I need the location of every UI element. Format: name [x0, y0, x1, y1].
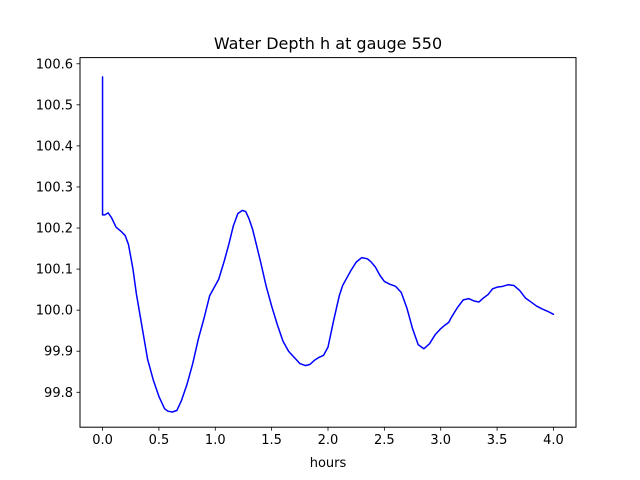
x-axis-label: hours: [310, 456, 347, 471]
plot-area-frame: [79, 57, 577, 428]
x-tick-label: 1.0: [205, 433, 226, 448]
x-tick-label: 0.5: [149, 433, 170, 448]
x-tick-label: 2.5: [374, 433, 395, 448]
y-tick-label: 100.4: [36, 139, 73, 154]
y-tick-label: 100.2: [36, 222, 73, 237]
x-tick-label: 3.0: [430, 433, 451, 448]
x-tick-label: 2.0: [318, 433, 339, 448]
y-tick-label: 100.1: [36, 263, 73, 278]
y-tick-label: 99.9: [44, 345, 73, 360]
y-axis-ticks: 99.8 99.9 100.0 100.1 100.2 100.3 100.4 100.5 10…: [36, 57, 80, 401]
y-tick-label: 100.5: [36, 98, 73, 113]
x-tick-label: 1.5: [261, 433, 282, 448]
x-tick-label: 3.5: [487, 433, 508, 448]
x-axis-ticks: 0.0 0.5 1.0 1.5 2.0 2.5 3.0 3.5 4.0: [92, 427, 564, 448]
y-tick-label: 100.3: [36, 180, 73, 195]
x-tick-label: 4.0: [543, 433, 564, 448]
y-tick-label: 99.8: [44, 386, 73, 401]
chart-title: Water Depth h at gauge 550: [214, 34, 442, 53]
series-line-0: [101, 76, 555, 413]
x-tick-label: 0.0: [92, 433, 113, 448]
y-tick-label: 100.0: [36, 304, 73, 319]
series-layer: [101, 76, 555, 413]
y-tick-label: 100.6: [36, 57, 73, 72]
